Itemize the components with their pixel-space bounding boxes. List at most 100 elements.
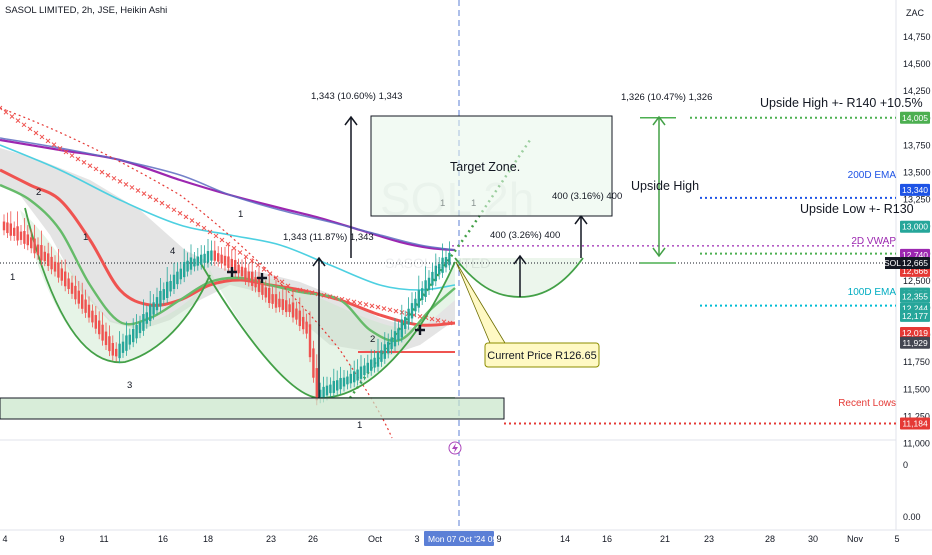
cross-marker: [435, 318, 441, 323]
measure-arrow-2-head: [312, 256, 326, 267]
lightning-glyph-icon: [452, 443, 458, 453]
candle-body: [407, 308, 410, 325]
candle-body: [308, 324, 312, 358]
candle-body: [383, 344, 386, 359]
wave-label: 1: [10, 272, 15, 283]
candle-body: [60, 268, 63, 281]
candle-body: [33, 238, 36, 254]
cross-marker: [339, 296, 345, 302]
cross-marker: [3, 109, 9, 115]
x-tick-label: Nov: [847, 534, 864, 544]
candle-body: [189, 257, 193, 270]
candle-body: [176, 271, 179, 285]
wave-label: 1: [238, 209, 243, 220]
candle-body: [53, 261, 57, 272]
candle-body: [108, 336, 111, 352]
crosshair-date-badge[interactable]: [424, 531, 494, 546]
y-tick-label: 13,750: [903, 140, 931, 150]
cross-marker: [201, 225, 207, 231]
cross-marker: [303, 288, 309, 294]
candle-body: [67, 278, 70, 290]
cross-marker: [123, 182, 129, 187]
candle-body: [223, 255, 227, 266]
candles-layer: [2, 211, 451, 406]
price-badge-label: 12,177: [902, 311, 928, 321]
cross-marker: [243, 254, 249, 260]
price-badge-label: 13,000: [902, 222, 928, 232]
candle-body: [274, 294, 278, 308]
candle-body: [264, 287, 267, 298]
candle-body: [227, 256, 230, 269]
candle-body: [448, 252, 451, 266]
price-badge-label: 14,005: [902, 113, 928, 123]
candle-body: [257, 278, 261, 293]
candle-body: [376, 352, 380, 367]
candle-body: [366, 362, 369, 373]
price-badge-label: 11,184: [902, 419, 928, 429]
x-tick-label: 23: [704, 534, 714, 544]
price-badge: [900, 220, 930, 233]
cross-marker: [237, 250, 243, 255]
cross-marker: [375, 304, 381, 310]
candle-body: [346, 376, 349, 385]
cross-marker: [417, 314, 423, 319]
cross-marker: [429, 316, 435, 322]
cross-marker: [33, 130, 39, 136]
candle-body: [390, 337, 393, 350]
candle-body: [13, 227, 16, 236]
candle-body: [234, 260, 237, 273]
price-badge-label: 12,355: [902, 292, 928, 302]
cross-marker: [9, 114, 15, 119]
time-axis[interactable]: 4 9 11 16 18 23 26 Oct 3 14 16 21 23 28 30 Nov 5 Mon 07 O…: [2, 531, 900, 546]
current-price-callout[interactable]: [484, 342, 600, 368]
wave-label: 2: [36, 187, 41, 198]
cross-marker: [81, 160, 87, 165]
candle-body: [70, 282, 74, 294]
cross-marker: [213, 233, 219, 239]
y-tick-label: 11,000: [903, 439, 930, 449]
cross-marker: [111, 175, 117, 181]
x-tick-label: 5: [894, 534, 899, 544]
candle-body: [81, 294, 84, 309]
cross-marker: [129, 185, 135, 190]
price-badge-label: 12,244: [902, 304, 928, 314]
candle-body: [349, 373, 352, 384]
measure-arrow-3-head: [652, 115, 666, 126]
candle-body: [278, 298, 281, 308]
x-tick-label: 9: [59, 534, 64, 544]
recent-lows-band[interactable]: [0, 397, 505, 420]
cross-marker: [345, 298, 351, 303]
cross-marker: [99, 169, 105, 175]
price-badge-label: 11,929: [902, 338, 928, 348]
x-tick-label: 26: [308, 534, 318, 544]
price-axis[interactable]: 14,75014,50014,25014,00013,75013,50013,2…: [884, 32, 931, 449]
currency-label: ZAC: [906, 8, 925, 18]
candle-body: [247, 271, 250, 282]
price-badge-label: 12,019: [902, 328, 928, 338]
candle-body: [271, 294, 274, 304]
candle-body: [298, 310, 301, 327]
candle-body: [142, 314, 145, 331]
candle-body: [213, 250, 216, 261]
cross-marker: [87, 163, 93, 169]
plus-marker-icon: [415, 325, 425, 335]
measure-label-5: 400 (3.26%) 400: [490, 230, 560, 241]
candle-body: [118, 343, 121, 359]
candle-body: [155, 297, 159, 311]
ribbon-fill: [0, 148, 455, 355]
y-tick-label: 13,250: [903, 195, 931, 205]
wave-label: 4: [170, 246, 175, 257]
measure-label-4: 400 (3.16%) 400: [552, 191, 622, 202]
candle-body: [431, 271, 434, 286]
target-zone-box[interactable]: [370, 115, 613, 217]
candle-body: [57, 262, 60, 278]
candle-body: [305, 321, 308, 334]
measure-label-1: 1,343 (10.60%) 1,343: [311, 91, 402, 102]
cross-marker: [207, 229, 213, 235]
current-price-label: Current Price R126.65: [487, 350, 596, 362]
candle-body: [288, 304, 291, 313]
x-tick-label: 23: [266, 534, 276, 544]
candle-body: [210, 250, 213, 261]
candle-body: [101, 324, 104, 341]
